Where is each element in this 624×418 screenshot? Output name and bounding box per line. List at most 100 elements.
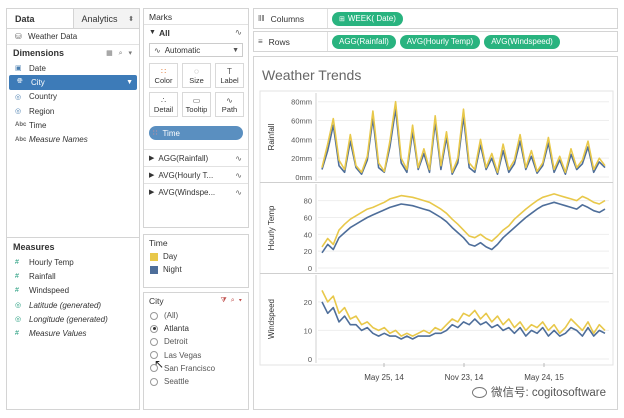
radio-button[interactable] (150, 364, 158, 373)
field-label: Region (29, 106, 55, 116)
tab-data[interactable]: Data (7, 9, 74, 28)
y-tick-label: 20mm (291, 154, 312, 163)
filter-option-atlanta[interactable]: Atlanta (144, 322, 248, 335)
data-source[interactable]: ⛁ Weather Data (7, 29, 139, 45)
field-country[interactable]: ◎ Country (7, 90, 139, 104)
shelves: ‖‖ Columns ⊞ WEEK( Date) ≡ Rows AGG(Rainfal… (253, 8, 618, 52)
globe-icon: 🌐︎ (17, 78, 23, 86)
view-options-icon[interactable]: ▦ ⌕ ▾ (106, 49, 134, 57)
tab-analytics[interactable]: Analytics ⬍ (74, 9, 140, 28)
marks-tab-hourly-temp[interactable]: ▶ AVG(Hourly T... ∿ (144, 166, 248, 183)
rows-shelf-label: ≡ Rows (254, 32, 328, 51)
rows-shelf[interactable]: ≡ Rows AGG(Rainfall) AVG(Hourly Temp) AVG… (253, 31, 618, 52)
radio-button[interactable] (150, 351, 158, 360)
field-region[interactable]: ◎ Region (7, 104, 139, 118)
y-tick-label: 20 (304, 247, 312, 256)
marks-title: Marks (149, 11, 173, 22)
rows-pill-rainfall[interactable]: AGG(Rainfall) (332, 34, 396, 49)
columns-shelf[interactable]: ‖‖ Columns ⊞ WEEK( Date) (253, 8, 618, 29)
measure-icon: # (15, 258, 19, 266)
radio-button[interactable] (150, 311, 158, 320)
globe-icon: ◎ (15, 316, 22, 324)
field-time[interactable]: Abc Time (7, 118, 139, 132)
size-button[interactable]: ◌ Size (182, 63, 211, 88)
marks-card: Marks ▼ All ∿ ∿ Automatic ▼ ∷ Color ◌ Size… (143, 8, 249, 228)
database-icon: ⛁ (15, 32, 22, 41)
mark-type-select[interactable]: ∿ Automatic ▼ (149, 43, 243, 57)
marks-all-tab[interactable]: ▼ All ∿ (144, 24, 248, 40)
field-windspeed[interactable]: # Windspeed (7, 284, 139, 298)
chevron-down-icon[interactable]: ▼ (126, 78, 133, 86)
series-line-night (321, 301, 606, 340)
columns-pill-week-date[interactable]: ⊞ WEEK( Date) (332, 11, 403, 26)
radio-button[interactable] (150, 337, 158, 346)
rows-pill-windspeed[interactable]: AVG(Windspeed) (484, 34, 560, 49)
chevron-right-icon: ▶ (149, 155, 155, 162)
marks-tab-rainfall[interactable]: ▶ AGG(Rainfall) ∿ (144, 149, 248, 166)
marks-all-label: All (158, 27, 170, 38)
dimensions-list: ▣ Date 🌐︎ City ▼ ◎ Country ◎ Region Abc Time A… (7, 61, 139, 147)
y-tick-label: 80 (304, 197, 312, 206)
chevron-down-icon[interactable]: ⬍ (128, 15, 134, 23)
field-measure-names[interactable]: Abc Measure Names (7, 132, 139, 146)
path-button[interactable]: ∿ Path (215, 92, 244, 117)
pill-label: WEEK( Date) (347, 14, 396, 23)
time-color-pill[interactable]: ∷ Time (149, 126, 243, 140)
field-label: Windspeed (29, 286, 70, 296)
legend-label: Night (163, 265, 182, 274)
data-pane: Data Analytics ⬍ ⛁ Weather Data Dimension… (6, 8, 140, 410)
viz-area[interactable]: Weather Trends Rainfall 80mm 60mm 40mm 20mm 0… (253, 56, 618, 410)
field-city[interactable]: 🌐︎ City ▼ (9, 75, 137, 90)
city-filter: City ⧩ ⌕ ▾ (All) Atlanta Detroit Las Veg… (143, 292, 249, 410)
y-tick-label: 10 (304, 326, 312, 335)
field-hourly-temp[interactable]: # Hourly Temp (7, 255, 139, 269)
globe-icon: ◎ (15, 93, 22, 101)
marks-tab-windspeed[interactable]: ▶ AVG(Windspe... ∿ (144, 183, 248, 200)
measures-header: Measures (7, 239, 139, 255)
calendar-icon: ▣ (15, 65, 22, 73)
field-measure-values[interactable]: # Measure Values (7, 326, 139, 340)
x-tick-label: Nov 23, 14 (445, 373, 484, 382)
radio-button[interactable] (150, 324, 158, 333)
abc-icon: Abc (15, 122, 27, 129)
rows-pill-hourly-temp[interactable]: AVG(Hourly Temp) (399, 34, 481, 49)
marks-tab-label: AVG(Windspe... (158, 187, 216, 197)
color-button[interactable]: ∷ Color (149, 63, 178, 88)
y-axis-title: Windspeed (267, 299, 276, 339)
filter-option-label: (All) (164, 311, 179, 321)
series-line-day (321, 290, 606, 337)
detail-button[interactable]: ∴ Detail (149, 92, 178, 117)
field-longitude[interactable]: ◎ Longitude (generated) (7, 312, 139, 326)
columns-icon: ‖‖ (258, 14, 265, 23)
legend-item-night[interactable]: Night (144, 263, 248, 276)
filter-option-label: San Francisco (164, 363, 216, 373)
label-button[interactable]: T Label (215, 63, 244, 88)
field-latitude[interactable]: ◎ Latitude (generated) (7, 298, 139, 312)
legend-swatch-day (150, 252, 158, 261)
legend-item-day[interactable]: Day (144, 250, 248, 263)
line-trend-icon: ∿ (235, 187, 242, 197)
filter-option-all[interactable]: (All) (144, 309, 248, 322)
weather-trends-chart[interactable]: Rainfall 80mm 60mm 40mm 20mm 0mm Hourly Temp 80… (254, 57, 619, 411)
filter-option-seattle[interactable]: Seattle (144, 375, 248, 388)
legend-swatch-night (150, 265, 158, 274)
field-label: Hourly Temp (29, 257, 74, 267)
filter-option-las-vegas[interactable]: Las Vegas (144, 349, 248, 362)
measures-title: Measures (13, 242, 55, 252)
filter-option-detroit[interactable]: Detroit (144, 335, 248, 348)
tooltip-button[interactable]: ▭ Tooltip (182, 92, 211, 117)
line-trend-icon: ∿ (235, 153, 242, 163)
radio-button[interactable] (150, 377, 158, 386)
field-date[interactable]: ▣ Date (7, 61, 139, 75)
columns-label: Columns (270, 13, 305, 24)
filter-tools-icon[interactable]: ⧩ ⌕ ▾ (220, 297, 243, 304)
filter-option-san-francisco[interactable]: San Francisco (144, 362, 248, 375)
color-legend: Time Day Night (143, 234, 249, 288)
field-rainfall[interactable]: # Rainfall (7, 269, 139, 283)
watermark: 微信号: cogitosoftware (468, 383, 609, 401)
tab-data-label: Data (15, 13, 35, 24)
columns-shelf-label: ‖‖ Columns (254, 9, 328, 28)
field-label: Time (29, 120, 47, 130)
filter-title: City (149, 296, 164, 306)
field-label: City (31, 77, 45, 87)
